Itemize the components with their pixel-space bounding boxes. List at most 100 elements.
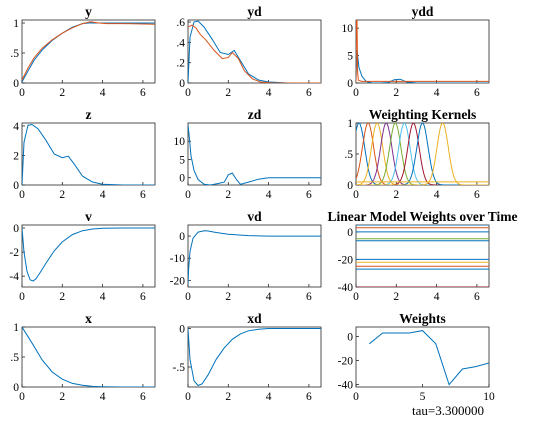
y-tick-label: -20 (170, 275, 186, 287)
panel-4: zd 0 2 4 6 0 5 10 (174, 107, 322, 201)
series-line-0 (188, 124, 321, 185)
plot-area (356, 20, 489, 83)
y-tick-label: 1 (347, 118, 353, 130)
y-tick-label: 5 (347, 51, 353, 63)
kernel-curve-2 (356, 123, 489, 185)
x-tick-label: 0 (19, 391, 25, 403)
panel-10: xd 0 2 4 6 -.5 0 (173, 311, 322, 403)
x-tick-label: 2 (393, 189, 399, 201)
axes-box (21, 326, 156, 388)
x-tick-label: 0 (185, 87, 191, 99)
y-tick-label: .6 (176, 17, 185, 29)
x-tick-label: 2 (225, 87, 231, 99)
x-tick-label: 6 (474, 291, 480, 303)
x-tick-label: 4 (100, 87, 106, 99)
tau-caption: tau=3.300000 (412, 403, 484, 418)
x-tick-label: 6 (306, 291, 312, 303)
axes-box (21, 19, 156, 84)
axes-box (187, 224, 322, 288)
plot-area (356, 123, 489, 185)
x-tick-label: 6 (140, 391, 146, 403)
x-tick-label: 6 (306, 391, 312, 403)
y-tick-label: 0 (179, 324, 185, 336)
y-tick-label: -20 (338, 356, 354, 368)
x-tick-label: 2 (225, 391, 231, 403)
axes-box (187, 19, 322, 84)
x-tick-label: 6 (474, 189, 480, 201)
axes-box (187, 326, 322, 388)
y-tick-label: -40 (338, 380, 354, 392)
axes-box (355, 19, 490, 84)
x-tick-label: 0 (185, 291, 191, 303)
series-line-0 (22, 227, 155, 282)
y-tick-label: 0 (13, 223, 19, 235)
panel-title: Weighting Kernels (369, 107, 477, 122)
axes-box (355, 326, 490, 388)
x-tick-label: 6 (140, 291, 146, 303)
panel-title: z (86, 107, 92, 122)
axes-box (355, 122, 490, 186)
plot-area (22, 227, 155, 282)
x-tick-label: 6 (474, 87, 480, 99)
x-tick-label: 2 (59, 87, 65, 99)
x-tick-label: 6 (140, 87, 146, 99)
x-tick-label: 4 (100, 391, 106, 403)
y-tick-label: 0 (179, 231, 185, 243)
y-tick-label: 5 (179, 154, 185, 166)
kernel-curve-8 (356, 123, 489, 185)
x-tick-label: 0 (353, 291, 359, 303)
series-line-1 (356, 20, 489, 83)
x-tick-label: 4 (266, 391, 272, 403)
y-tick-label: 0 (347, 332, 353, 344)
y-tick-label: 1 (13, 322, 19, 334)
y-tick-label: 0 (13, 78, 19, 90)
y-tick-label: 0 (179, 173, 185, 185)
y-tick-label: .5 (10, 48, 19, 60)
x-tick-label: 2 (225, 189, 231, 201)
y-tick-label: 0 (347, 78, 353, 90)
y-tick-label: 0 (13, 180, 19, 192)
y-tick-label: -40 (338, 282, 354, 294)
panel-11: Weights 0 5 10 -40 -20 0 (338, 311, 495, 403)
y-tick-label: 0 (179, 78, 185, 90)
kernel-curve-3 (356, 123, 489, 185)
series-line-0 (22, 327, 155, 387)
plot-area (368, 330, 489, 386)
y-tick-label: 2 (13, 150, 19, 162)
x-tick-label: 4 (434, 87, 440, 99)
panel-7: vd 0 2 4 6 -20 -10 0 (170, 209, 322, 303)
series-line-1 (22, 21, 155, 81)
plot-area (188, 230, 321, 285)
axes-box (21, 122, 156, 186)
panel-2: ydd 0 2 4 6 0 5 10 (342, 4, 490, 99)
panel-title: x (85, 311, 92, 326)
x-tick-label: 4 (266, 291, 272, 303)
kernel-curve-7 (356, 123, 489, 185)
panel-title: vd (247, 209, 262, 224)
y-tick-label: -2 (9, 247, 19, 259)
plot-area (188, 124, 321, 185)
x-tick-label: 4 (266, 87, 272, 99)
x-tick-label: 0 (185, 391, 191, 403)
panel-8: Linear Model Weights over Time 0 2 4 6 -40 -20… (327, 209, 517, 303)
plot-area (22, 327, 155, 387)
x-tick-label: 4 (434, 189, 440, 201)
panel-title: zd (248, 107, 262, 122)
x-tick-label: 4 (100, 189, 106, 201)
y-tick-label: 0 (347, 180, 353, 192)
x-tick-label: 2 (393, 87, 399, 99)
panel-5: Weighting Kernels 0 2 4 6 0 .5 1 (344, 107, 490, 201)
panel-title: xd (247, 311, 262, 326)
y-tick-label: .5 (344, 149, 353, 161)
panel-1: yd 0 2 4 6 0 .2 .4 .6 (176, 4, 322, 99)
x-tick-label: 6 (306, 189, 312, 201)
panel-9: x 0 2 4 6 0 .5 1 (10, 311, 156, 403)
series-line-0 (188, 230, 321, 285)
y-tick-label: 0 (347, 227, 353, 239)
x-tick-label: 0 (353, 87, 359, 99)
x-tick-label: 2 (59, 391, 65, 403)
series-line-0 (356, 50, 489, 83)
x-tick-label: 2 (393, 291, 399, 303)
y-tick-label: 4 (13, 121, 19, 133)
